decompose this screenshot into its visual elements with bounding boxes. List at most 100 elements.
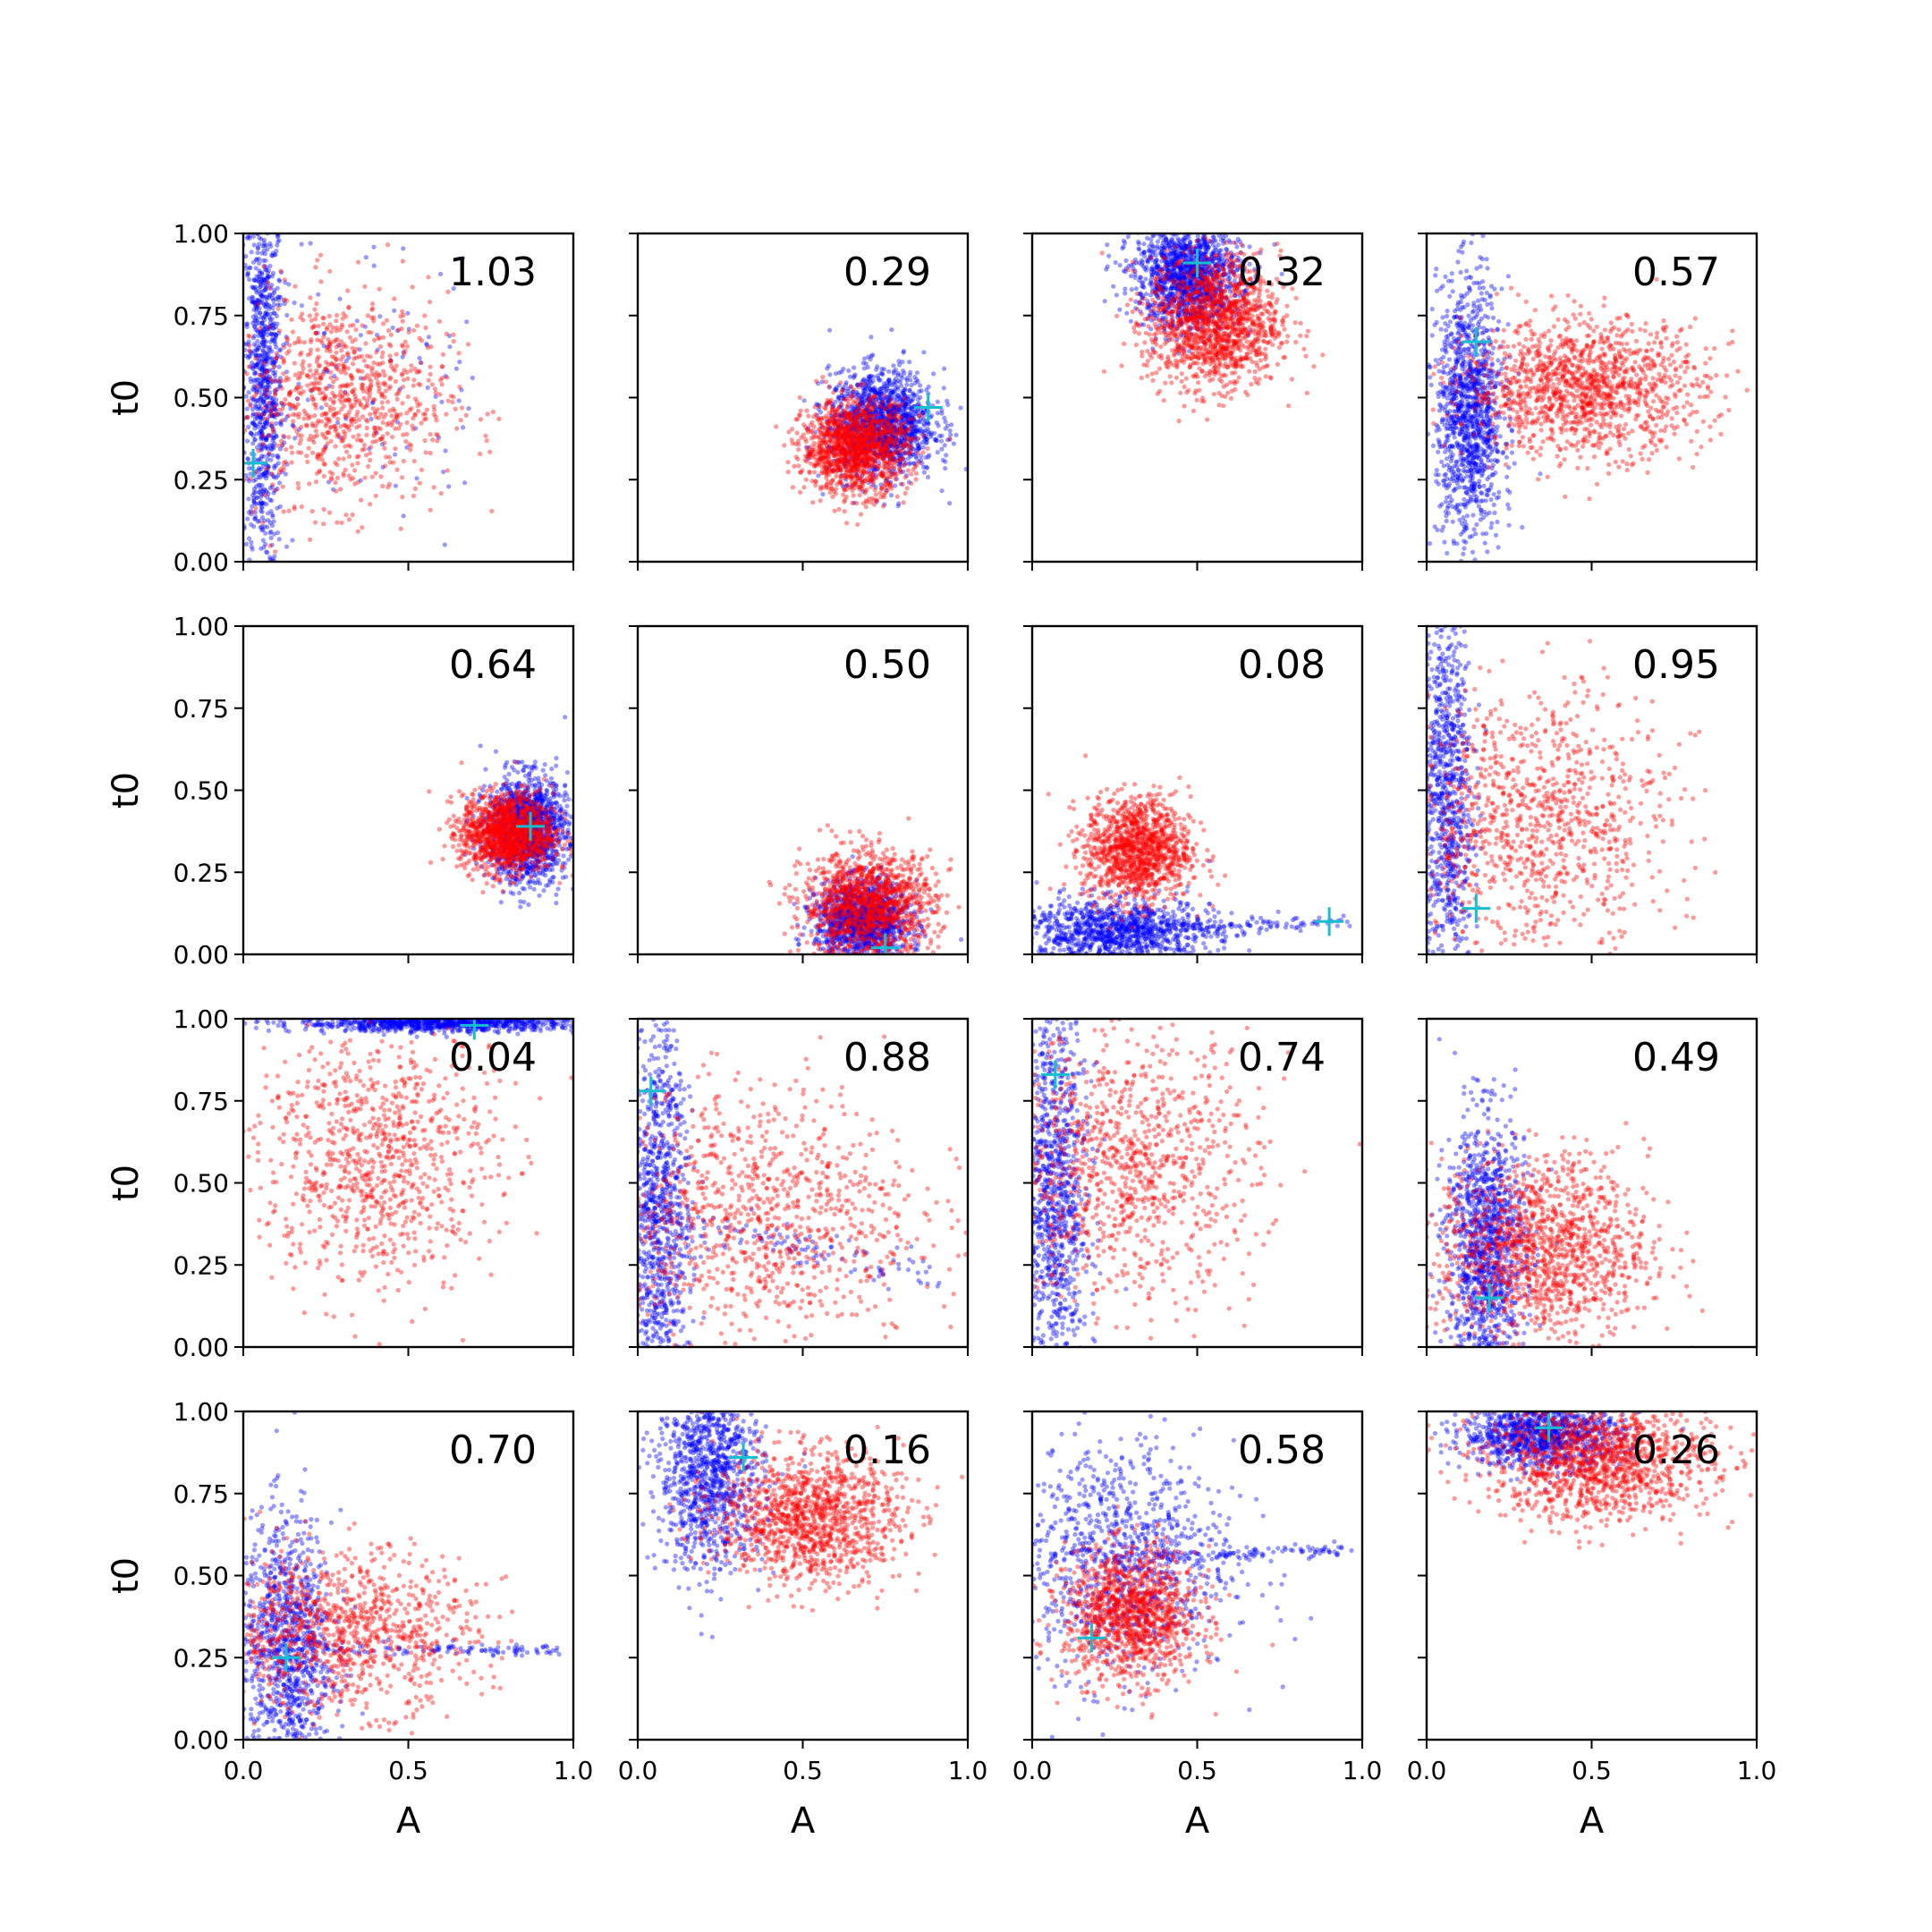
- blue-series-point: [886, 480, 891, 486]
- blue-series-point: [269, 413, 275, 419]
- blue-series-point: [263, 354, 268, 360]
- red-series-point: [869, 420, 874, 426]
- red-series-point: [378, 411, 384, 417]
- blue-series-point: [924, 436, 929, 442]
- red-series-point: [440, 364, 445, 369]
- blue-series-point: [279, 443, 285, 448]
- blue-series-point: [884, 432, 889, 437]
- blue-series-point: [831, 445, 836, 451]
- blue-series-point: [858, 399, 863, 404]
- red-series-point: [454, 426, 460, 431]
- red-series-point: [313, 423, 318, 428]
- blue-series-point: [858, 415, 864, 420]
- red-series-point: [248, 476, 253, 481]
- blue-series-point: [806, 456, 811, 462]
- red-series-point: [329, 354, 335, 360]
- red-series-point: [400, 343, 405, 349]
- blue-series-point: [843, 380, 849, 386]
- red-series-point: [496, 416, 502, 421]
- blue-series-point: [871, 431, 877, 437]
- blue-series-point: [281, 298, 286, 303]
- blue-series-point: [877, 450, 883, 455]
- blue-series-point: [876, 376, 881, 381]
- blue-series-point: [887, 422, 893, 428]
- red-series-point: [902, 475, 908, 480]
- red-series-point: [261, 264, 267, 269]
- red-series-point: [342, 435, 347, 440]
- blue-series-point: [867, 393, 872, 398]
- blue-series-point: [266, 464, 271, 470]
- red-series-point: [869, 484, 874, 489]
- blue-series-point: [877, 461, 882, 466]
- blue-series-point: [943, 459, 948, 464]
- red-series-point: [842, 487, 847, 493]
- red-series-point: [902, 395, 907, 401]
- blue-series-point: [869, 413, 875, 419]
- red-series-point: [340, 437, 346, 444]
- red-series-point: [341, 473, 346, 479]
- red-series-point: [857, 432, 862, 437]
- blue-series-point: [258, 525, 263, 530]
- blue-series-point: [878, 404, 884, 410]
- blue-series-point: [876, 428, 881, 433]
- blue-series-point: [912, 380, 918, 386]
- blue-series-point: [920, 410, 926, 416]
- red-series-point: [405, 394, 411, 400]
- blue-series-point: [865, 384, 871, 389]
- red-series-point: [409, 363, 414, 369]
- blue-series-point: [884, 443, 889, 448]
- red-series-point: [894, 431, 899, 436]
- blue-series-point: [875, 405, 880, 411]
- blue-series-point: [923, 454, 928, 461]
- red-series-point: [361, 442, 367, 448]
- blue-series-point: [938, 438, 944, 444]
- blue-series-point: [877, 423, 883, 428]
- blue-series-point: [902, 393, 908, 398]
- red-series-point: [341, 456, 346, 462]
- blue-series-point: [259, 289, 265, 294]
- blue-series-point: [840, 433, 846, 439]
- blue-series-point: [265, 375, 270, 380]
- blue-series-point: [260, 527, 266, 532]
- blue-series-point: [873, 439, 878, 445]
- blue-series-point: [845, 458, 851, 463]
- blue-series-point: [253, 266, 258, 271]
- blue-series-point: [925, 426, 930, 431]
- blue-series-point: [886, 438, 892, 444]
- red-series: [774, 375, 953, 528]
- red-series-point: [418, 402, 423, 407]
- blue-series-point: [911, 428, 917, 434]
- red-series-point: [378, 474, 384, 479]
- blue-series-point: [898, 481, 904, 487]
- blue-series-point: [264, 368, 269, 373]
- blue-series-point: [270, 438, 275, 444]
- blue-series-point: [860, 444, 867, 449]
- blue-series-point: [883, 434, 888, 439]
- blue-series-point: [273, 332, 279, 338]
- blue-series-point: [891, 363, 896, 369]
- red-series-point: [845, 433, 851, 438]
- blue-series-point: [862, 408, 868, 413]
- blue-series-point: [275, 285, 280, 291]
- blue-series-point: [947, 436, 953, 442]
- blue-series-point: [916, 401, 921, 406]
- blue-series-point: [265, 332, 270, 337]
- red-series-point: [412, 411, 418, 417]
- blue-series-point: [856, 425, 861, 430]
- red-series-point: [314, 433, 319, 438]
- blue-series-point: [270, 556, 275, 562]
- red-series-point: [394, 396, 400, 402]
- blue-series-point: [917, 445, 922, 451]
- blue-series-point: [261, 263, 267, 268]
- blue-series-point: [264, 309, 269, 315]
- red-series-point: [289, 460, 294, 465]
- blue-series-point: [851, 393, 856, 398]
- blue-series-point: [278, 354, 284, 360]
- red-series-point: [888, 429, 894, 435]
- blue-series-point: [846, 444, 852, 449]
- red-series-point: [327, 425, 333, 430]
- blue-series-point: [316, 292, 321, 297]
- red-series-point: [353, 397, 359, 402]
- blue-series-point: [273, 407, 278, 412]
- red-series-point: [284, 375, 290, 380]
